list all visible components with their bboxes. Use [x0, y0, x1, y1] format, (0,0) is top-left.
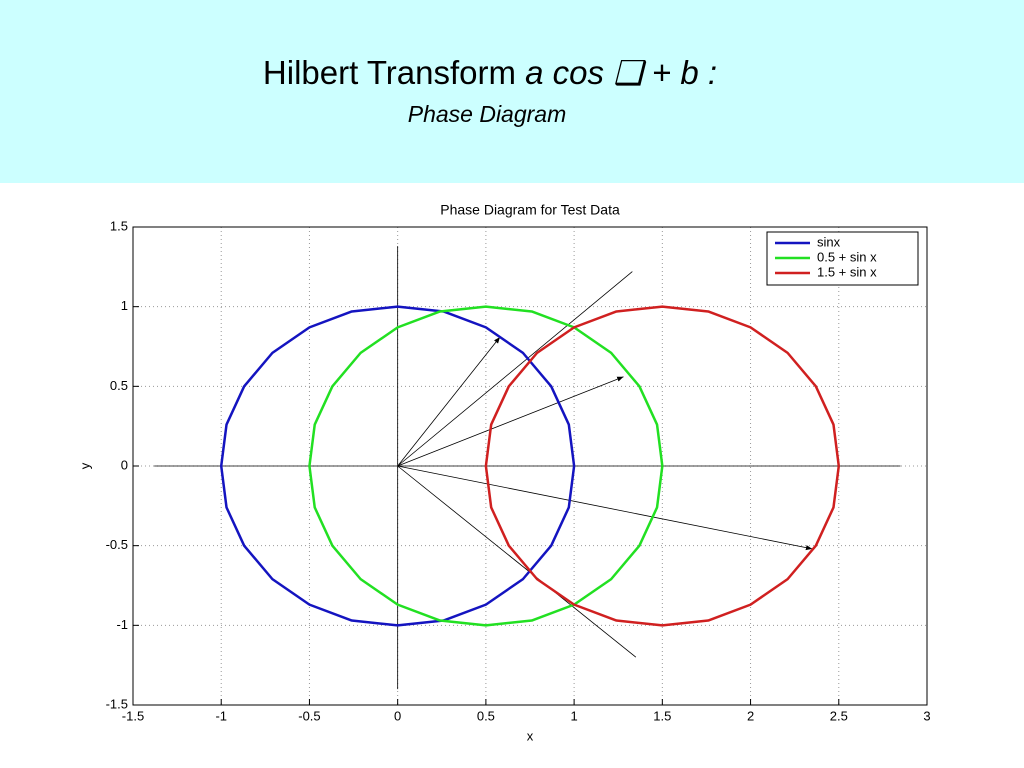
header-band [0, 0, 1024, 183]
y-tick-label: 1.5 [110, 218, 128, 233]
x-tick-label: -0.5 [298, 708, 320, 723]
series-line [219, 305, 576, 627]
x-tick-label: 0 [394, 708, 401, 723]
x-tick-label: 0.5 [477, 708, 495, 723]
x-tick-label: 1.5 [653, 708, 671, 723]
reference-line [397, 465, 637, 658]
title-part: Hilbert Transform [263, 54, 516, 91]
x-axis-label: x [527, 728, 534, 743]
plot: Phase Diagram for Test Data x y -1.5 -1 -0.5 0… [77, 202, 930, 744]
y-axis-label: y [77, 462, 92, 469]
slide-title: Hilbert Transform a cos ❑ + b : [263, 54, 717, 91]
chart-title: Phase Diagram for Test Data [440, 202, 620, 218]
x-tick-label: 3 [923, 708, 930, 723]
series-line [484, 305, 841, 627]
x-tick-label: 2 [747, 708, 754, 723]
x-tick-label: -1 [215, 708, 227, 723]
legend-label: 0.5 + sin x [817, 249, 877, 264]
x-tick-label: 1 [570, 708, 577, 723]
x-tick-label: -1.5 [122, 708, 144, 723]
x-tick-label: 2.5 [830, 708, 848, 723]
y-tick-label: 0 [121, 457, 128, 472]
slide-subtitle: Phase Diagram [408, 101, 567, 127]
y-tick-label: -1 [116, 617, 128, 632]
legend-label: sinx [817, 234, 841, 249]
phase-arrow [397, 336, 501, 467]
y-tick-label: -1.5 [106, 696, 128, 711]
reference-line [397, 271, 633, 467]
phase-arrow [397, 465, 813, 551]
y-tick-label: 1 [121, 298, 128, 313]
plot-frame [132, 226, 928, 706]
title-part: a cos ❑ + b : [525, 54, 717, 91]
y-tick-label: 0.5 [110, 378, 128, 393]
y-tick-label: -0.5 [106, 537, 128, 552]
phase-arrow [397, 376, 624, 467]
legend-label: 1.5 + sin x [817, 264, 877, 279]
